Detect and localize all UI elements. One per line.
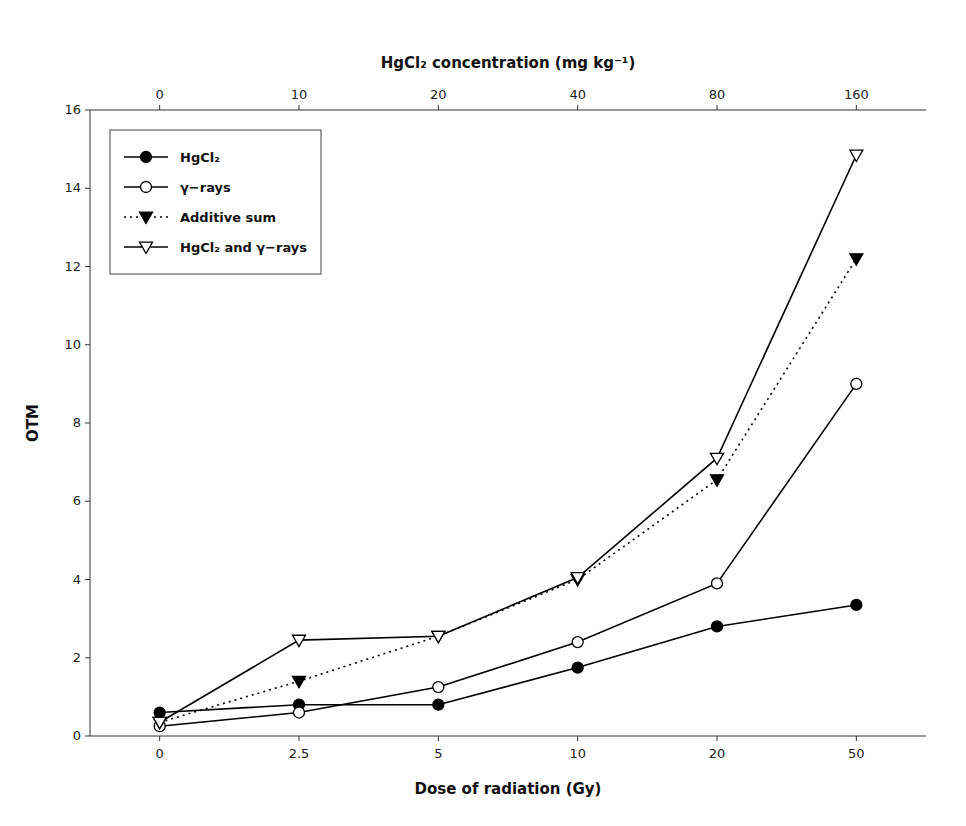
series-line — [160, 259, 857, 723]
x2-tick-label: 40 — [569, 87, 586, 102]
x2-tick — [438, 105, 439, 110]
data-point — [572, 637, 583, 648]
x-tick — [577, 736, 578, 741]
legend-marker — [140, 212, 153, 223]
data-point — [433, 682, 444, 693]
series-line — [160, 384, 857, 726]
data-point — [571, 573, 584, 584]
y-axis-label: OTM — [24, 404, 42, 442]
y-tick — [85, 423, 90, 424]
x-tick-label: 0 — [156, 746, 164, 761]
legend-label: HgCl₂ — [180, 150, 220, 165]
x2-tick — [577, 105, 578, 110]
data-point — [850, 254, 863, 265]
data-point — [851, 599, 862, 610]
data-point — [572, 662, 583, 673]
x2-tick-label: 80 — [709, 87, 726, 102]
y-tick-label: 0 — [73, 728, 81, 743]
x-tick — [717, 736, 718, 741]
series-line — [160, 605, 857, 713]
y-tick — [85, 344, 90, 345]
x2-tick — [159, 105, 160, 110]
y-tick-label: 12 — [64, 259, 81, 274]
x2-axis-line — [90, 110, 926, 111]
legend-label: Additive sum — [180, 210, 276, 225]
legend-label: γ−rays — [180, 180, 231, 195]
data-point — [712, 578, 723, 589]
y-tick-label: 10 — [64, 337, 81, 352]
y-tick — [85, 110, 90, 111]
series-line — [160, 155, 857, 722]
x2-tick-label: 10 — [291, 87, 308, 102]
x2-tick-label: 0 — [156, 87, 164, 102]
y-tick-label: 14 — [64, 180, 81, 195]
x2-tick-label: 20 — [430, 87, 447, 102]
x-axis-line — [90, 736, 926, 737]
data-point — [154, 707, 165, 718]
x2-tick — [717, 105, 718, 110]
data-point — [850, 150, 863, 161]
data-point — [153, 717, 166, 728]
data-point — [293, 635, 306, 646]
x2-tick — [856, 105, 857, 110]
data-point — [153, 717, 166, 728]
chart: 024681012141602.55102050010204080160Dose… — [0, 0, 966, 826]
data-point — [293, 676, 306, 687]
y-tick-label: 16 — [64, 102, 81, 117]
y-tick — [85, 736, 90, 737]
x-tick-label: 5 — [434, 746, 442, 761]
data-point — [433, 699, 444, 710]
x-tick — [299, 736, 300, 741]
x2-tick — [299, 105, 300, 110]
x-tick-label: 10 — [569, 746, 586, 761]
y-tick — [85, 657, 90, 658]
data-point — [432, 631, 445, 642]
x-tick — [159, 736, 160, 741]
legend-marker — [141, 182, 152, 193]
y-tick-label: 8 — [73, 415, 81, 430]
x-tick-label: 20 — [709, 746, 726, 761]
y-tick — [85, 501, 90, 502]
x2-tick-label: 160 — [844, 87, 869, 102]
data-point — [712, 621, 723, 632]
y-tick — [85, 266, 90, 267]
y-tick-label: 4 — [73, 572, 81, 587]
data-point — [432, 631, 445, 642]
x-tick — [438, 736, 439, 741]
x-tick-label: 50 — [848, 746, 865, 761]
legend-marker — [141, 152, 152, 163]
x-axis-label: Dose of radiation (Gy) — [415, 780, 602, 798]
y-tick — [85, 579, 90, 580]
data-point — [851, 378, 862, 389]
x-tick — [856, 736, 857, 741]
legend-marker — [140, 242, 153, 253]
data-point — [711, 475, 724, 486]
legend-label: HgCl₂ and γ−rays — [180, 240, 307, 255]
x2-axis-label: HgCl₂ concentration (mg kg⁻¹) — [381, 54, 636, 72]
legend-frame — [110, 130, 321, 274]
y-tick-label: 6 — [73, 493, 81, 508]
data-point — [711, 453, 724, 464]
legend: HgCl₂ γ−rays Additive sum HgCl₂ and γ−rays — [110, 130, 321, 274]
y-tick-label: 2 — [73, 650, 81, 665]
y-tick — [85, 188, 90, 189]
x-tick-label: 2.5 — [289, 746, 310, 761]
data-point — [294, 707, 305, 718]
